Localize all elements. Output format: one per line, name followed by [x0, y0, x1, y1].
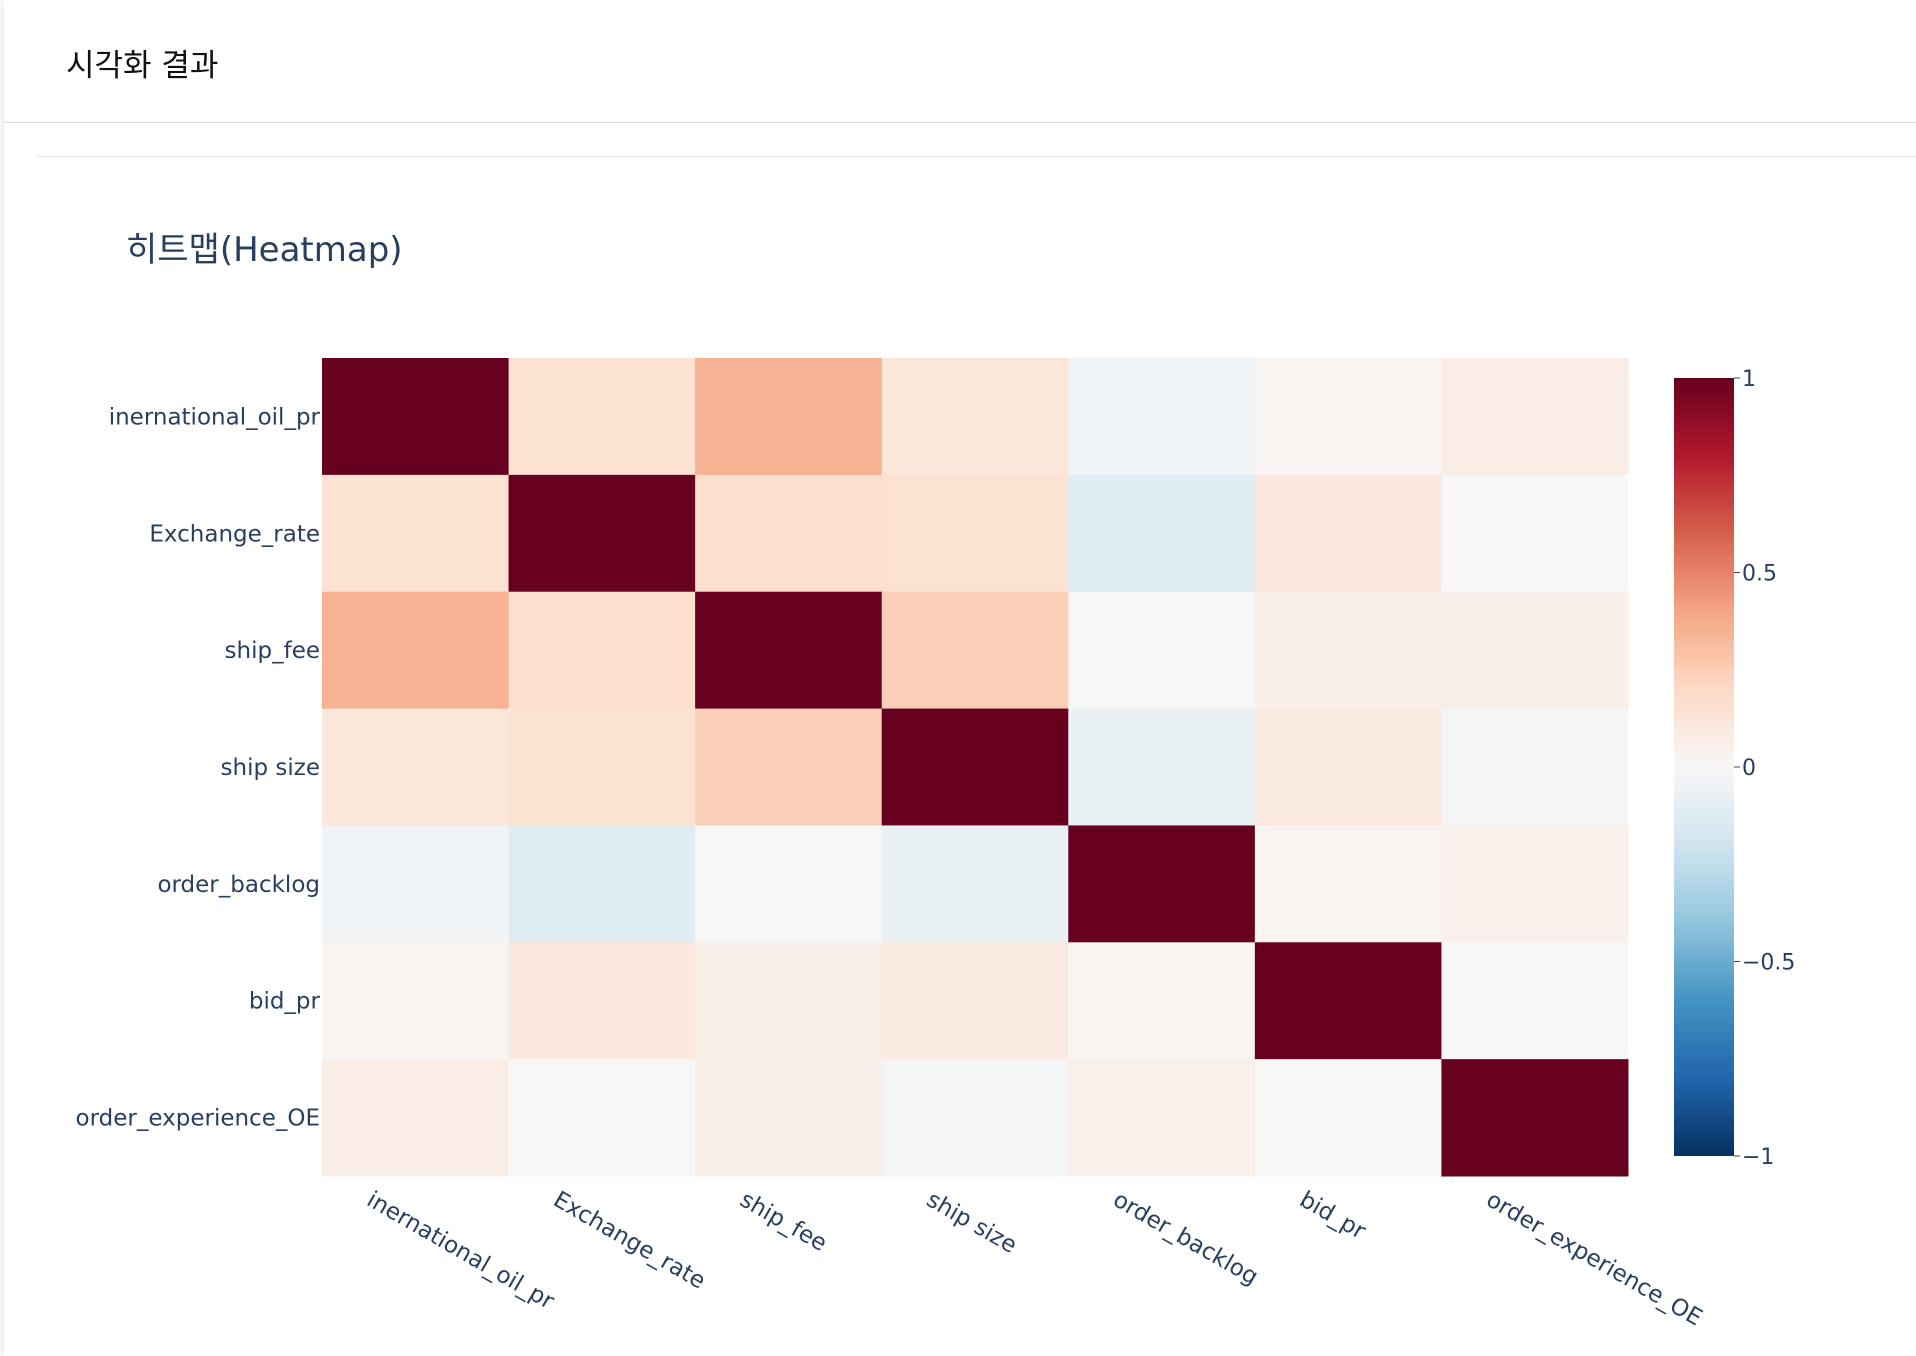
x-tick-label: order_experience_OE — [1482, 1187, 1707, 1332]
heatmap-cells — [322, 358, 1629, 1177]
heatmap-cell — [322, 474, 510, 593]
heatmap-cell — [1441, 825, 1629, 943]
y-tick-label: order_experience_OE — [76, 1106, 320, 1132]
colorbar-tick-label: 1 — [1742, 367, 1756, 392]
heatmap-cell — [508, 708, 696, 826]
heatmap-cell — [322, 1059, 510, 1177]
heatmap-cell — [1254, 825, 1442, 943]
heatmap-cell — [1254, 1059, 1442, 1177]
heatmap-cell — [695, 942, 883, 1060]
y-tick-label: bid_pr — [249, 989, 321, 1015]
heatmap-cell — [695, 708, 883, 826]
colorbar — [1674, 378, 1734, 1156]
heatmap-cell — [1254, 358, 1442, 476]
heatmap-cell — [1068, 942, 1256, 1060]
panel-header: 시각화 결과 — [4, 0, 1916, 123]
heatmap-cell — [508, 358, 696, 476]
y-tick-label: order_backlog — [157, 872, 320, 898]
y-tick-label: inernational_oil_pr — [109, 404, 321, 430]
heatmap-cell — [881, 358, 1069, 476]
x-tick-label: ship_fee — [735, 1187, 831, 1257]
heatmap-cell — [1254, 942, 1442, 1060]
heatmap-cell — [881, 708, 1069, 826]
heatmap-cell — [695, 825, 883, 943]
heatmap-cell — [508, 825, 696, 943]
heatmap-cell — [1254, 474, 1442, 593]
colorbar-tick-label: −0.5 — [1742, 951, 1795, 976]
heatmap-cell — [322, 358, 510, 476]
heatmap-cell — [1441, 708, 1629, 826]
heatmap-cell — [881, 591, 1069, 710]
heatmap-cell — [695, 1059, 883, 1177]
heatmap-cell — [1441, 942, 1629, 1060]
divider — [36, 156, 1916, 157]
colorbar-tick-label: 0.5 — [1742, 562, 1777, 587]
heatmap-cell — [508, 474, 696, 593]
heatmap-cell — [322, 825, 510, 943]
colorbar-tick-label: 0 — [1742, 756, 1756, 781]
heatmap-cell — [1441, 591, 1629, 710]
heatmap-cell — [1068, 591, 1256, 710]
heatmap-cell — [508, 591, 696, 710]
colorbar-ticks: 1 0.5 0 −0.5 −1 — [1734, 367, 1795, 1170]
x-tick-label: inernational_oil_pr — [362, 1187, 558, 1315]
colorbar-tick-label: −1 — [1742, 1145, 1774, 1170]
chart-title: 히트맵(Heatmap) — [126, 230, 403, 270]
heatmap-cell — [1441, 1059, 1629, 1177]
heatmap-cell — [881, 942, 1069, 1060]
heatmap-cell — [881, 1059, 1069, 1177]
y-tick-label: Exchange_rate — [149, 521, 320, 547]
heatmap-cell — [322, 591, 510, 710]
heatmap-cell — [508, 1059, 696, 1177]
y-tick-label: ship size — [221, 755, 320, 781]
x-tick-label: order_backlog — [1109, 1187, 1263, 1291]
heatmap-cell — [1068, 1059, 1256, 1177]
heatmap-cell — [881, 474, 1069, 593]
heatmap-cell — [881, 825, 1069, 943]
heatmap-cell — [1254, 591, 1442, 710]
x-tick-label: ship size — [922, 1187, 1021, 1259]
heatmap-cell — [1068, 708, 1256, 826]
y-tick-label: ship_fee — [225, 638, 320, 664]
heatmap-cell — [1068, 358, 1256, 476]
panel-title: 시각화 결과 — [66, 48, 219, 84]
heatmap-cell — [508, 942, 696, 1060]
y-axis-labels: inernational_oil_pr Exchange_rate ship_fee… — [76, 404, 321, 1131]
heatmap-cell — [322, 708, 510, 826]
heatmap-cell — [1068, 825, 1256, 943]
heatmap-cell — [1254, 708, 1442, 826]
heatmap-cell — [1441, 358, 1629, 476]
heatmap-cell — [1441, 474, 1629, 593]
heatmap-cell — [695, 591, 883, 710]
heatmap-cell — [695, 474, 883, 593]
x-tick-label: bid_pr — [1295, 1187, 1370, 1245]
heatmap-cell — [322, 942, 510, 1060]
heatmap-cell — [695, 358, 883, 476]
heatmap-cell — [1068, 474, 1256, 593]
x-tick-label: Exchange_rate — [549, 1187, 710, 1295]
